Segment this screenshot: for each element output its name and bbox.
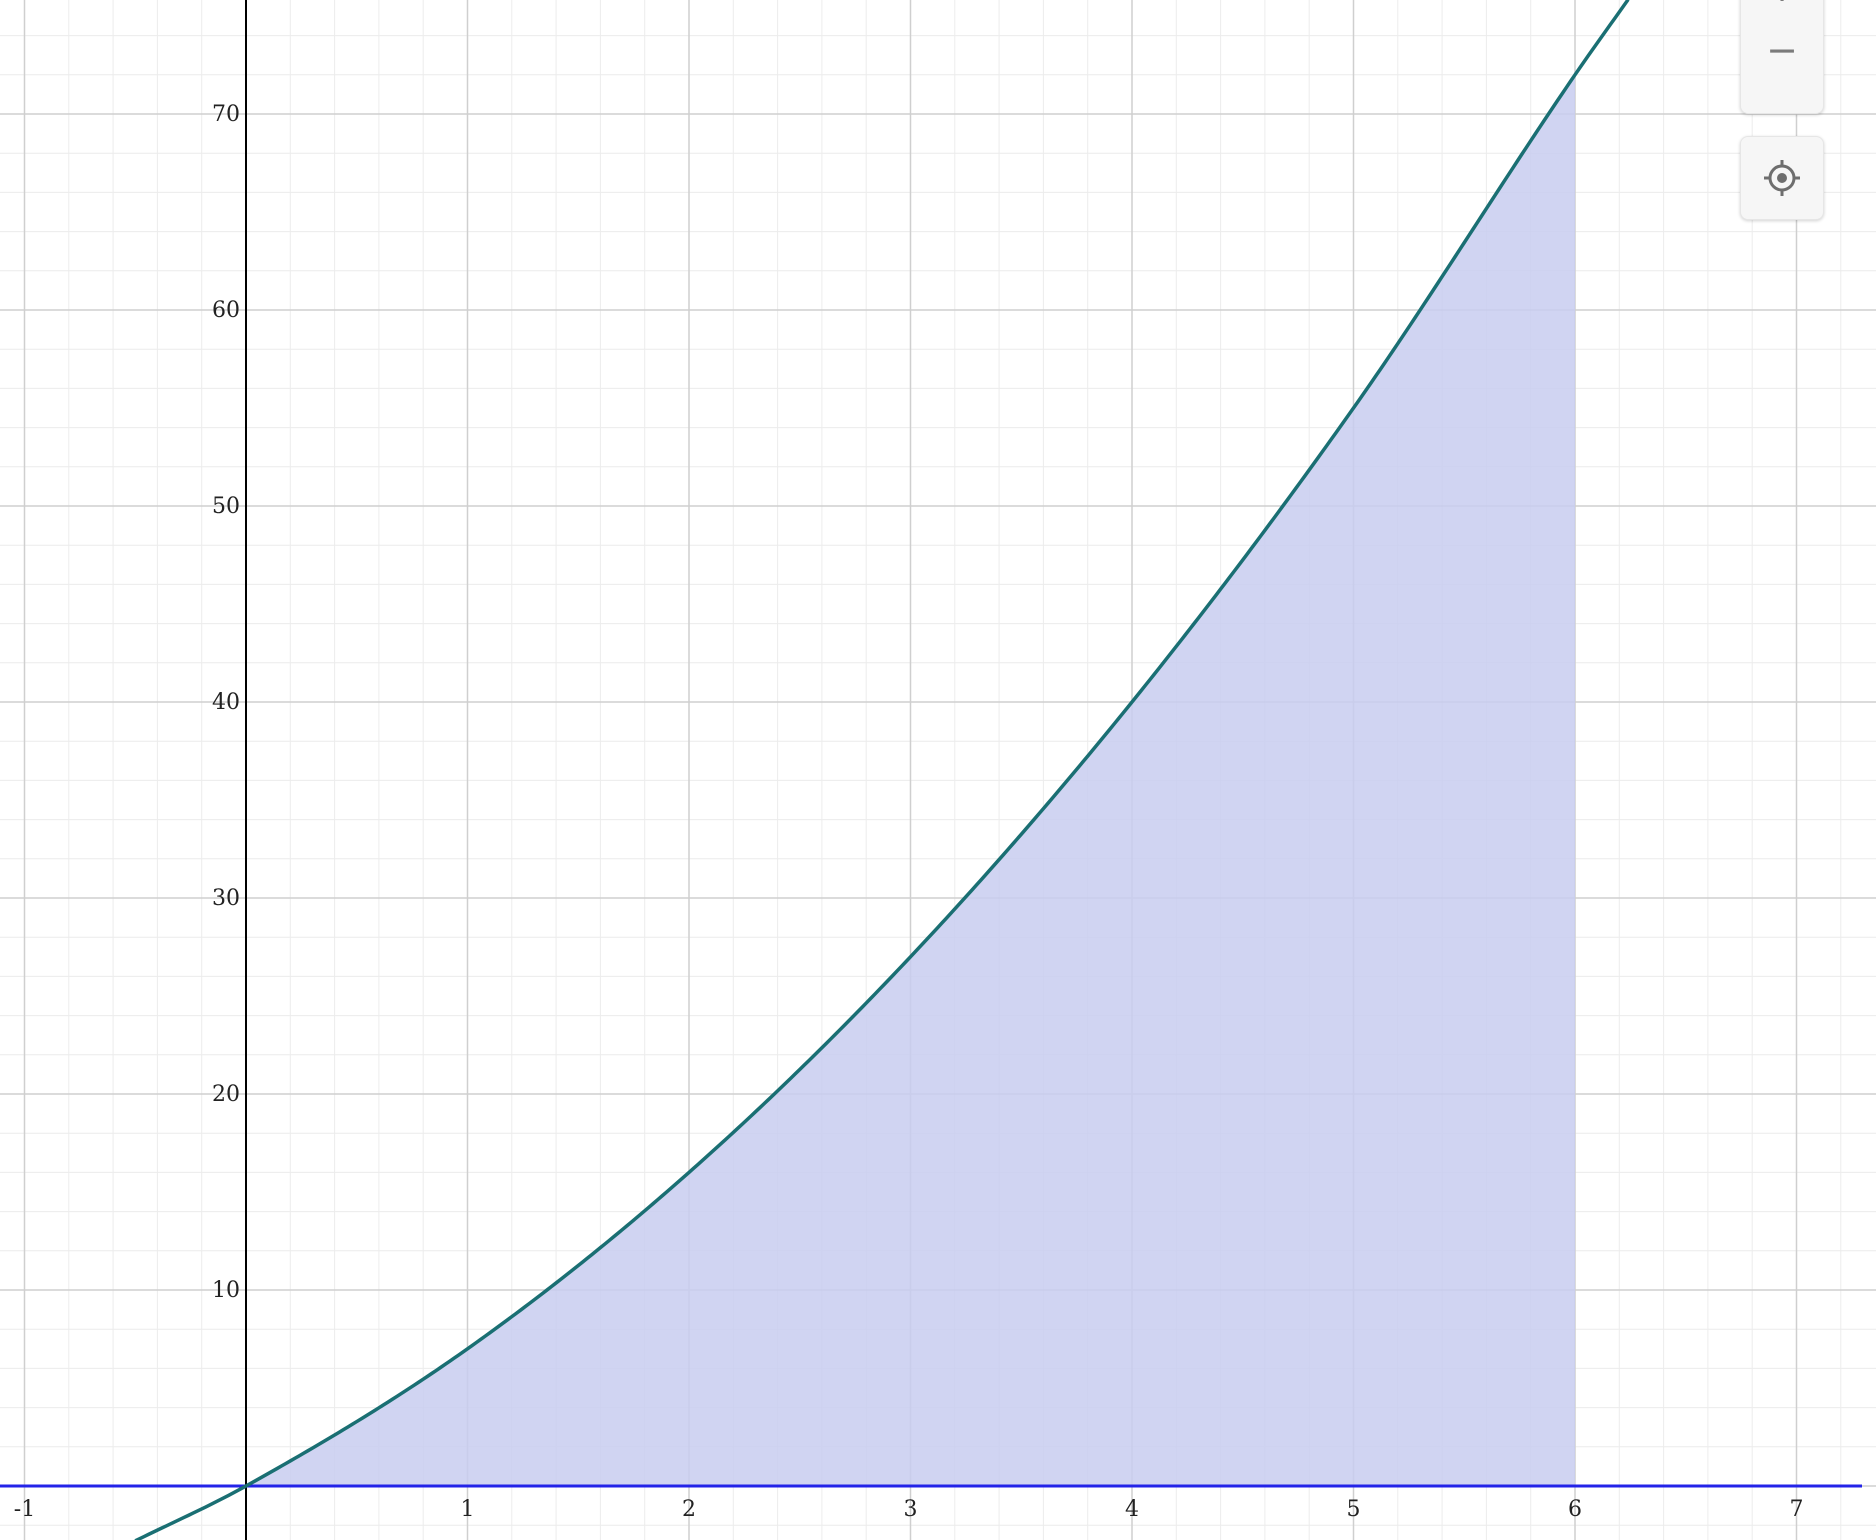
x-tick-label: 4 bbox=[1125, 1497, 1139, 1522]
zoom-controls: + − bbox=[1740, 0, 1824, 114]
x-tick-label: -1 bbox=[14, 1497, 35, 1522]
y-tick-label: 50 bbox=[212, 494, 240, 519]
zoom-out-button[interactable]: − bbox=[1766, 28, 1798, 72]
y-tick-label: 10 bbox=[212, 1278, 240, 1303]
crosshair-icon bbox=[1764, 160, 1800, 196]
x-tick-label: 3 bbox=[904, 1497, 918, 1522]
x-tick-label: 1 bbox=[461, 1497, 475, 1522]
recenter-button[interactable] bbox=[1740, 136, 1824, 220]
y-tick-label: 30 bbox=[212, 886, 240, 911]
function-curve bbox=[134, 0, 1630, 1540]
x-tick-label: 6 bbox=[1568, 1497, 1582, 1522]
y-tick-label: 60 bbox=[212, 298, 240, 323]
zoom-in-button[interactable]: + bbox=[1741, 0, 1823, 15]
y-tick-label: 70 bbox=[212, 102, 240, 127]
x-tick-label: 7 bbox=[1790, 1497, 1804, 1522]
shaded-region bbox=[246, 74, 1575, 1486]
y-tick-label: 20 bbox=[212, 1082, 240, 1107]
y-tick-label: 40 bbox=[212, 690, 240, 715]
x-tick-label: 5 bbox=[1347, 1497, 1361, 1522]
x-tick-label: 2 bbox=[682, 1497, 696, 1522]
